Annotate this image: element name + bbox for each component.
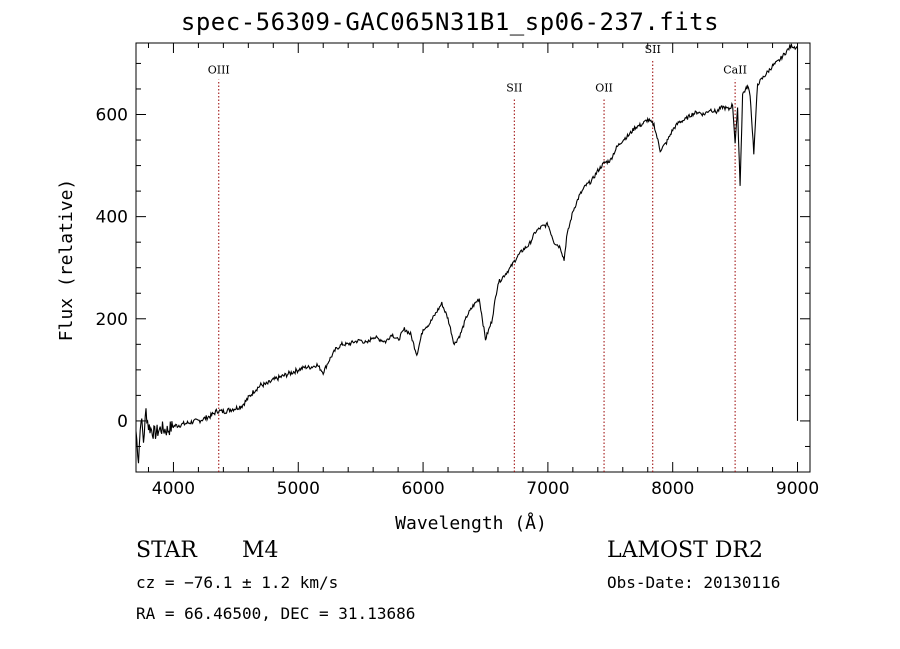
object-class: STAR [136,538,197,563]
chart-title: spec-56309-GAC065N31B1_sp06-237.fits [180,8,720,36]
x-tick-label: 5000 [277,479,320,499]
axis-ticks: 4000 5000 6000 7000 8000 9000 0 200 400 600 [96,43,819,499]
x-tick-label: 8000 [651,479,694,499]
x-tick-label: 7000 [526,479,569,499]
emission-lines: OIII SII OII SII CaII [208,43,747,472]
survey-label: LAMOST DR2 [607,538,763,563]
object-subclass: M4 [242,538,279,563]
y-tick-label: 400 [96,208,128,228]
y-axis-label: Flux (relative) [56,179,77,342]
redshift-readout: cz = −76.1 ± 1.2 km/s [136,573,339,592]
obs-date: Obs-Date: 20130116 [607,573,781,592]
spectral-line-label: OIII [208,64,230,77]
x-tick-label: 9000 [776,479,819,499]
x-axis-label: Wavelength (Å) [395,512,547,534]
spectral-line-label: OII [595,82,613,95]
y-tick-label: 0 [117,412,128,432]
spectrum-series [135,43,799,464]
y-tick-label: 200 [96,310,128,330]
x-tick-label: 4000 [152,479,195,499]
x-tick-label: 6000 [401,479,444,499]
coordinates: RA = 66.46500, DEC = 31.13686 [136,604,416,623]
spectral-line-label: SII [506,82,522,95]
spectral-line-label: SII [645,43,661,56]
y-tick-label: 600 [96,106,128,126]
spectral-line-label: CaII [723,64,747,77]
